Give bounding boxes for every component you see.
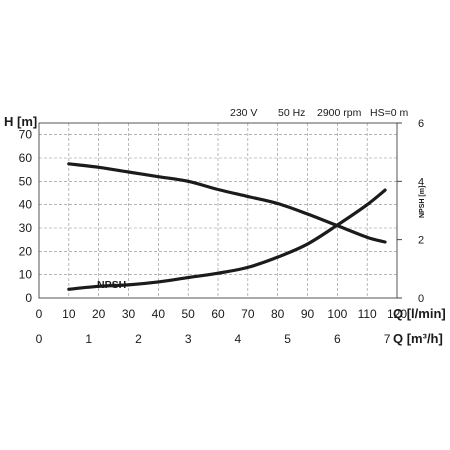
- y-left-tick-label: 30: [19, 221, 33, 235]
- x-primary-tick-label: 60: [211, 307, 225, 321]
- x-secondary-tick-label: 6: [334, 332, 341, 346]
- x-secondary-axis-title: Q [m³/h]: [393, 331, 443, 346]
- head-curve: [67, 162, 387, 244]
- x-secondary-tick-label: 2: [135, 332, 142, 346]
- x-primary-tick-label: 90: [301, 307, 315, 321]
- y-left-tick-label: 60: [19, 151, 33, 165]
- x-secondary-tick-label: 4: [235, 332, 242, 346]
- x-primary-tick-label: 100: [327, 307, 347, 321]
- y-left-tick-label: 10: [19, 268, 33, 282]
- x-primary-tick-label: 20: [92, 307, 106, 321]
- npsh-series-label: NPSH: [97, 279, 126, 291]
- plot-frame: [38, 122, 398, 299]
- x-primary-tick-label: 120: [387, 307, 407, 321]
- condition-speed: 2900 rpm: [317, 107, 362, 119]
- x-primary-tick-label: 80: [271, 307, 285, 321]
- condition-frequency: 50 Hz: [278, 107, 305, 119]
- y-right-tick-label: 0: [418, 293, 424, 305]
- x-secondary-tick-label: 7: [384, 332, 391, 346]
- x-primary-tick-label: 70: [241, 307, 255, 321]
- x-secondary-tick-label: 5: [284, 332, 291, 346]
- y-left-tick-label: 0: [25, 291, 32, 305]
- curves: [67, 162, 387, 291]
- x-secondary-tick-label: 0: [36, 332, 43, 346]
- x-primary-tick-label: 50: [181, 307, 195, 321]
- x-primary-axis-title: Q [l/min]: [393, 306, 446, 321]
- y-right-axis-title: NPSH [m]: [419, 186, 426, 218]
- x-primary-tick-label: 110: [358, 307, 377, 321]
- y-left-axis-title: H [m]: [4, 114, 37, 129]
- x-primary-tick-label: 40: [152, 307, 166, 321]
- npsh-curve: [67, 188, 387, 291]
- x-secondary-tick-label: 1: [85, 332, 92, 346]
- y-right-tick-label: 4: [418, 176, 424, 188]
- condition-hs: HS=0 m: [370, 107, 408, 119]
- x-primary-tick-label: 10: [62, 307, 76, 321]
- y-left-tick-label: 20: [19, 244, 33, 258]
- x-primary-tick-label: 0: [36, 307, 43, 321]
- condition-voltage: 230 V: [230, 107, 257, 119]
- y-left-tick-label: 50: [19, 174, 33, 188]
- x-primary-tick-label: 30: [122, 307, 136, 321]
- y-left-tick-label: 40: [19, 198, 33, 212]
- y-left-tick-label: 70: [19, 128, 33, 142]
- y-right-tick-label: 6: [418, 118, 424, 130]
- y-right-tick-label: 2: [418, 235, 424, 247]
- x-secondary-tick-label: 3: [185, 332, 192, 346]
